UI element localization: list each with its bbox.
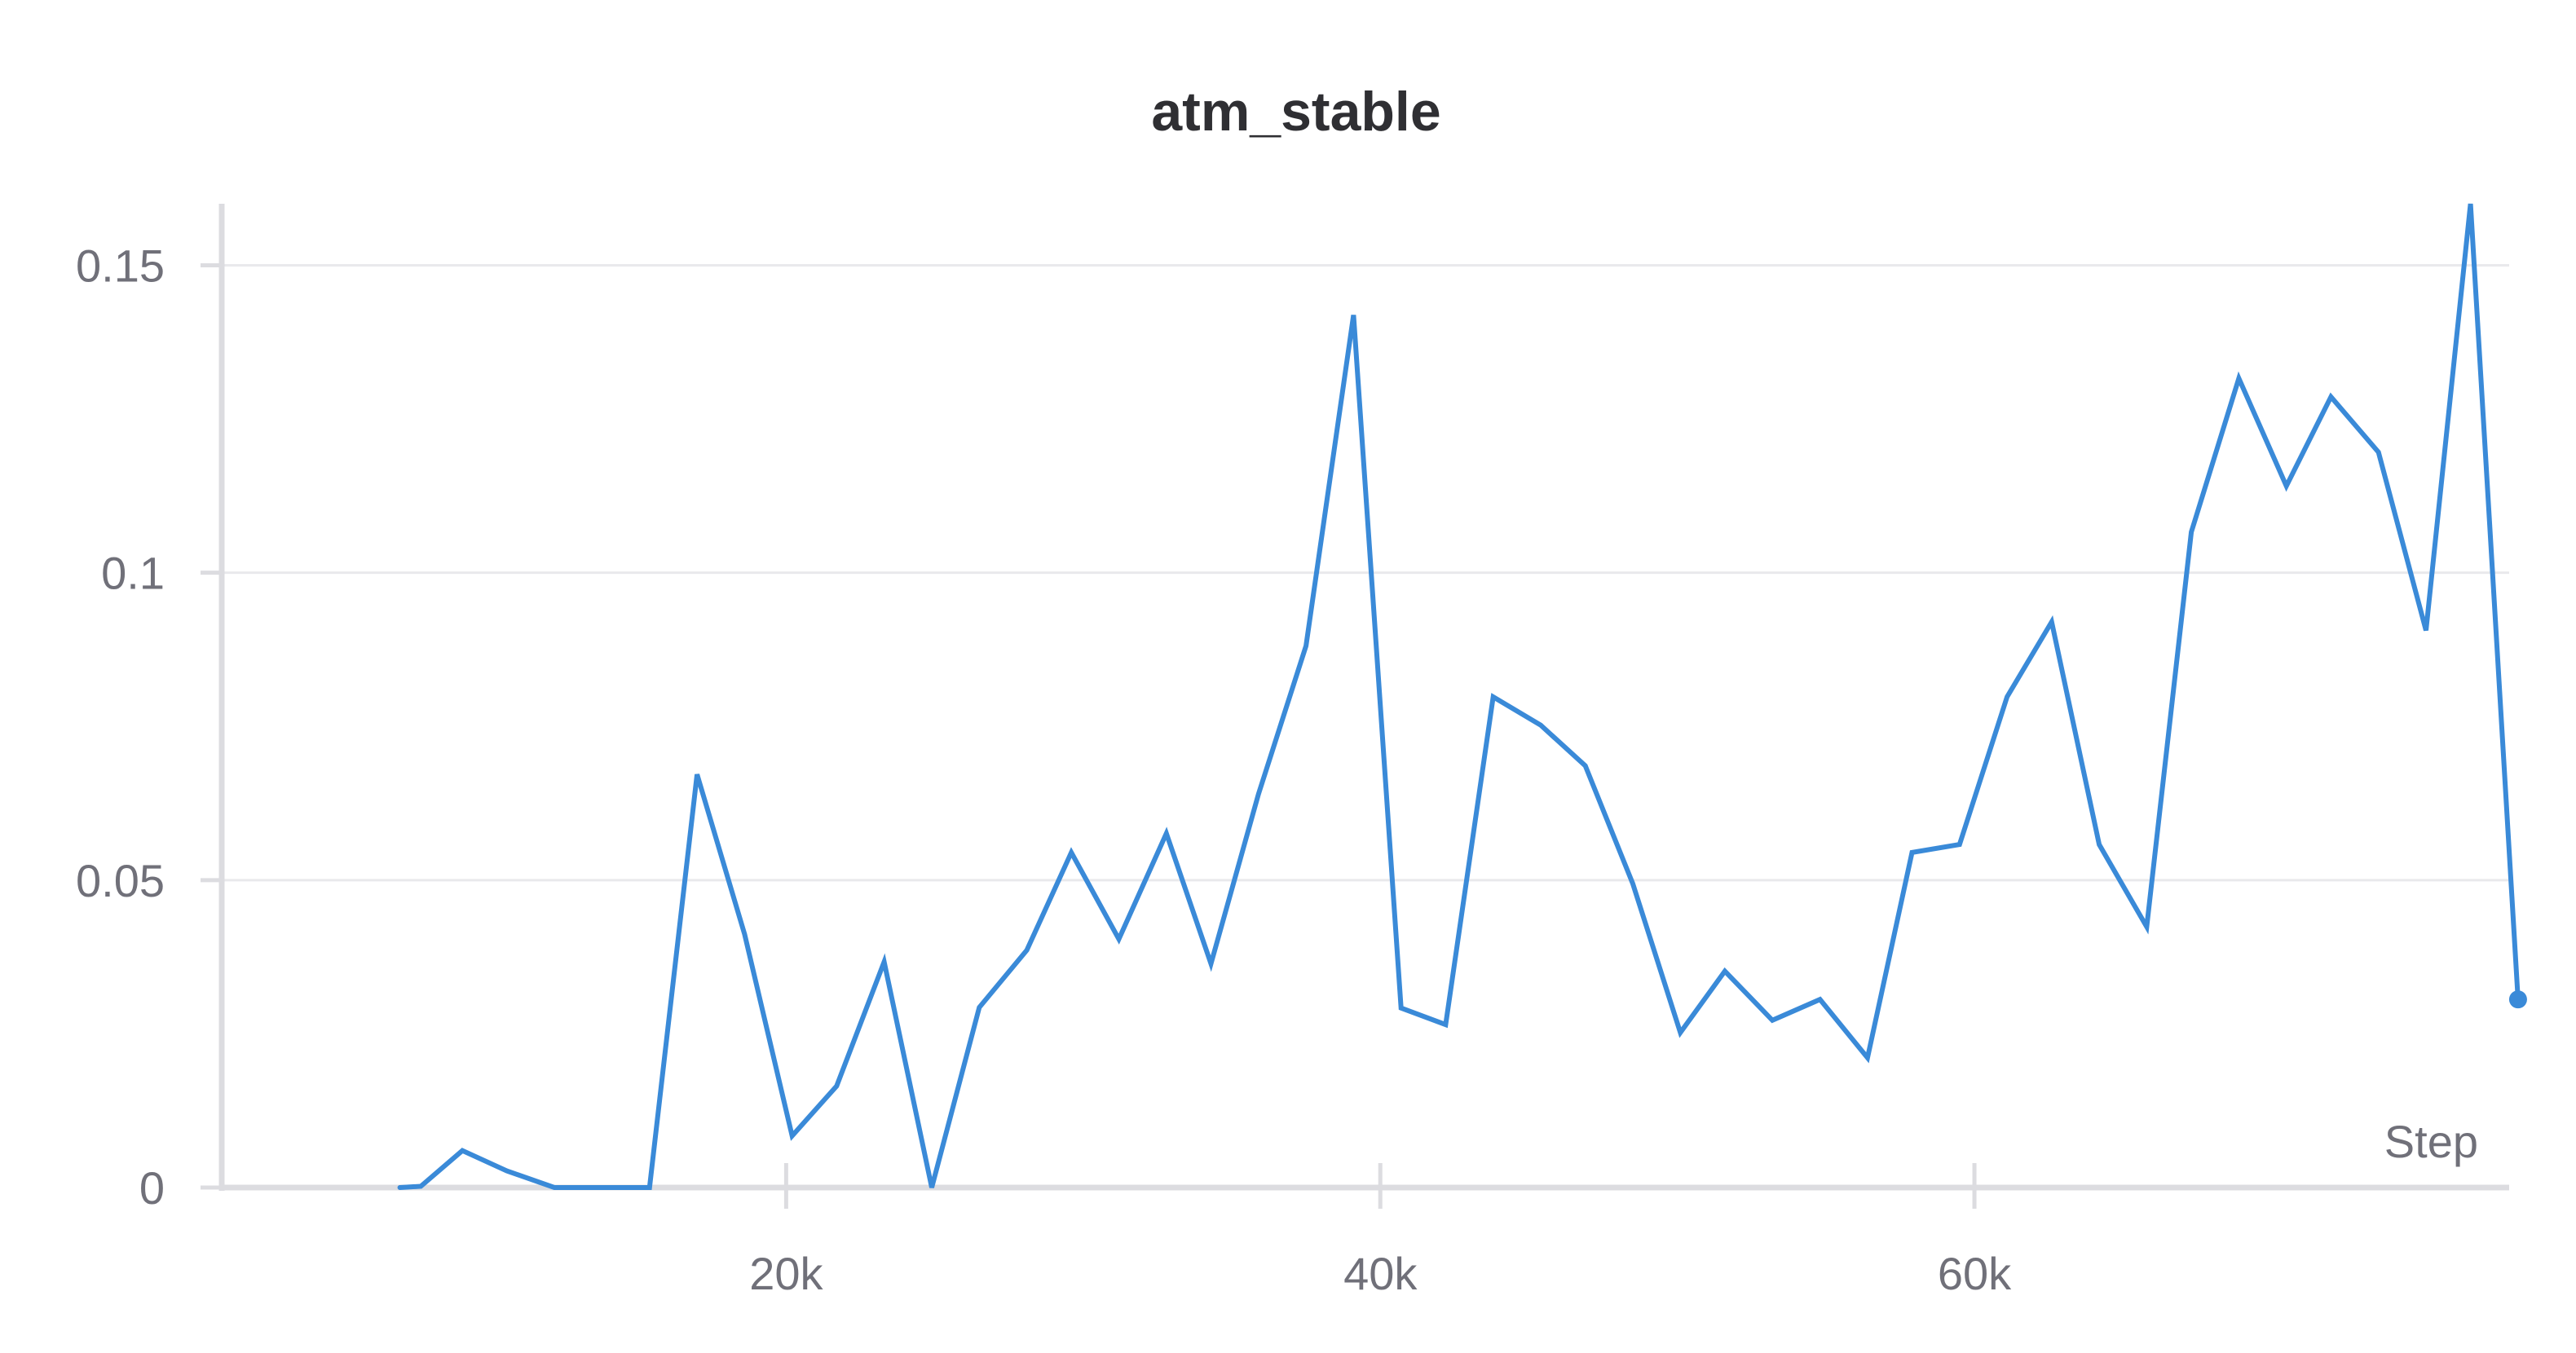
grid [222, 263, 2509, 882]
chart-title: atm_stable [1151, 81, 1440, 143]
axes: 0 0.05 0.1 0.15 20k 40k 60k [76, 204, 2509, 1299]
y-tick-label: 0.15 [76, 240, 165, 291]
series-layer[interactable] [397, 203, 2527, 1190]
x-tick-label: 40k [1343, 1248, 1418, 1299]
y-tick-label: 0 [139, 1162, 165, 1214]
x-tick-label: 20k [749, 1248, 823, 1299]
series-last-point[interactable] [2508, 990, 2527, 1009]
x-axis-label: Step [2384, 1116, 2478, 1167]
series-line[interactable] [397, 203, 2521, 1190]
y-tick-label: 0.1 [101, 548, 165, 599]
y-tick-label: 0.05 [76, 855, 165, 906]
x-tick-label: 60k [1938, 1248, 2012, 1299]
